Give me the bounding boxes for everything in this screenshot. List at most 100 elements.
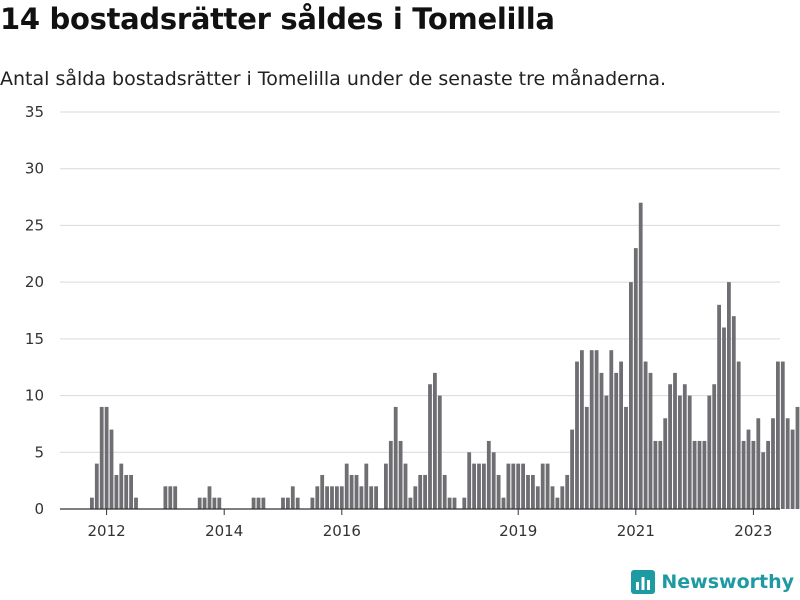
- bar: [584, 406, 589, 509]
- bar: [643, 361, 648, 509]
- bar: [594, 350, 599, 509]
- bar: [134, 497, 138, 509]
- bar: [256, 497, 261, 509]
- bar: [104, 406, 109, 509]
- bar: [555, 497, 560, 509]
- bar: [290, 486, 295, 509]
- bar: [295, 497, 300, 509]
- bar: [388, 440, 393, 509]
- bar: [761, 452, 766, 509]
- bar: [746, 429, 751, 509]
- bar: [344, 463, 349, 509]
- y-tick-label: 20: [25, 273, 44, 291]
- bar: [281, 497, 285, 509]
- bar: [197, 497, 202, 509]
- bar: [516, 463, 521, 509]
- bar: [638, 202, 643, 510]
- bar: [320, 474, 325, 509]
- bar: [741, 440, 746, 509]
- y-tick-label: 10: [25, 387, 44, 405]
- bar: [364, 463, 369, 509]
- bar: [447, 497, 452, 509]
- x-tick-label: 2014: [205, 522, 243, 540]
- bar: [668, 384, 672, 509]
- bar: [682, 384, 687, 509]
- bar: [437, 395, 442, 509]
- bar: [129, 474, 133, 509]
- bar: [310, 497, 315, 509]
- y-tick-label: 15: [25, 330, 44, 348]
- bar: [261, 497, 266, 509]
- bar: [790, 429, 795, 509]
- bar: [428, 384, 432, 509]
- bar: [550, 486, 555, 509]
- bar: [629, 282, 633, 509]
- bar: [119, 463, 124, 509]
- y-tick-label: 0: [34, 500, 44, 518]
- bar: [795, 406, 800, 509]
- bar: [452, 497, 457, 509]
- bar: [99, 406, 104, 509]
- bar: [619, 361, 623, 509]
- bar: [374, 486, 378, 509]
- bar: [526, 474, 530, 509]
- bar: [727, 282, 731, 509]
- bar: [442, 474, 447, 509]
- bar: [212, 497, 217, 509]
- chart-title: 14 bostadsrätter såldes i Tomelilla: [0, 2, 555, 36]
- bar: [408, 497, 413, 509]
- bar: [766, 440, 770, 509]
- y-tick-label: 30: [25, 160, 44, 178]
- bar: [687, 395, 692, 509]
- bar: [609, 350, 614, 509]
- bar: [521, 463, 525, 509]
- bar: [780, 361, 785, 509]
- bar: [663, 418, 668, 509]
- bar: [168, 486, 173, 509]
- bar: [722, 327, 726, 509]
- bar: [658, 440, 663, 509]
- bar: [614, 372, 619, 509]
- bar: [393, 406, 398, 509]
- bar: [251, 497, 256, 509]
- bar: [359, 486, 364, 509]
- bar: [109, 429, 114, 509]
- newsworthy-chart-icon: [631, 570, 656, 594]
- bar: [702, 440, 707, 509]
- bar: [124, 474, 129, 509]
- bar: [678, 395, 682, 509]
- bar: [114, 474, 119, 509]
- bar: [624, 406, 628, 509]
- newsworthy-logo[interactable]: Newsworthy: [631, 570, 794, 594]
- bar: [785, 418, 790, 509]
- bar: [477, 463, 481, 509]
- bar: [418, 474, 423, 509]
- bar: [648, 372, 653, 509]
- bar: [756, 418, 761, 509]
- bar: [589, 350, 594, 509]
- bar: [482, 463, 486, 509]
- bar: [540, 463, 545, 509]
- y-tick-label: 5: [34, 443, 44, 461]
- bar: [736, 361, 741, 509]
- bar: [633, 248, 638, 510]
- bar: [472, 463, 476, 509]
- bar: [413, 486, 418, 509]
- bar: [462, 497, 467, 509]
- bar: [94, 463, 99, 509]
- bar: [545, 463, 550, 509]
- bar: [565, 474, 570, 509]
- bar: [491, 452, 496, 509]
- bar: [369, 486, 374, 509]
- bar: [653, 440, 658, 509]
- bar: [339, 486, 344, 509]
- bar: [202, 497, 207, 509]
- bar: [423, 474, 427, 509]
- x-tick-label: 2016: [323, 522, 361, 540]
- bar: [354, 474, 359, 509]
- newsworthy-brand-name: Newsworthy: [661, 571, 794, 593]
- bar: [467, 452, 472, 509]
- bar: [90, 497, 94, 509]
- bar: [692, 440, 697, 509]
- bar: [707, 395, 712, 509]
